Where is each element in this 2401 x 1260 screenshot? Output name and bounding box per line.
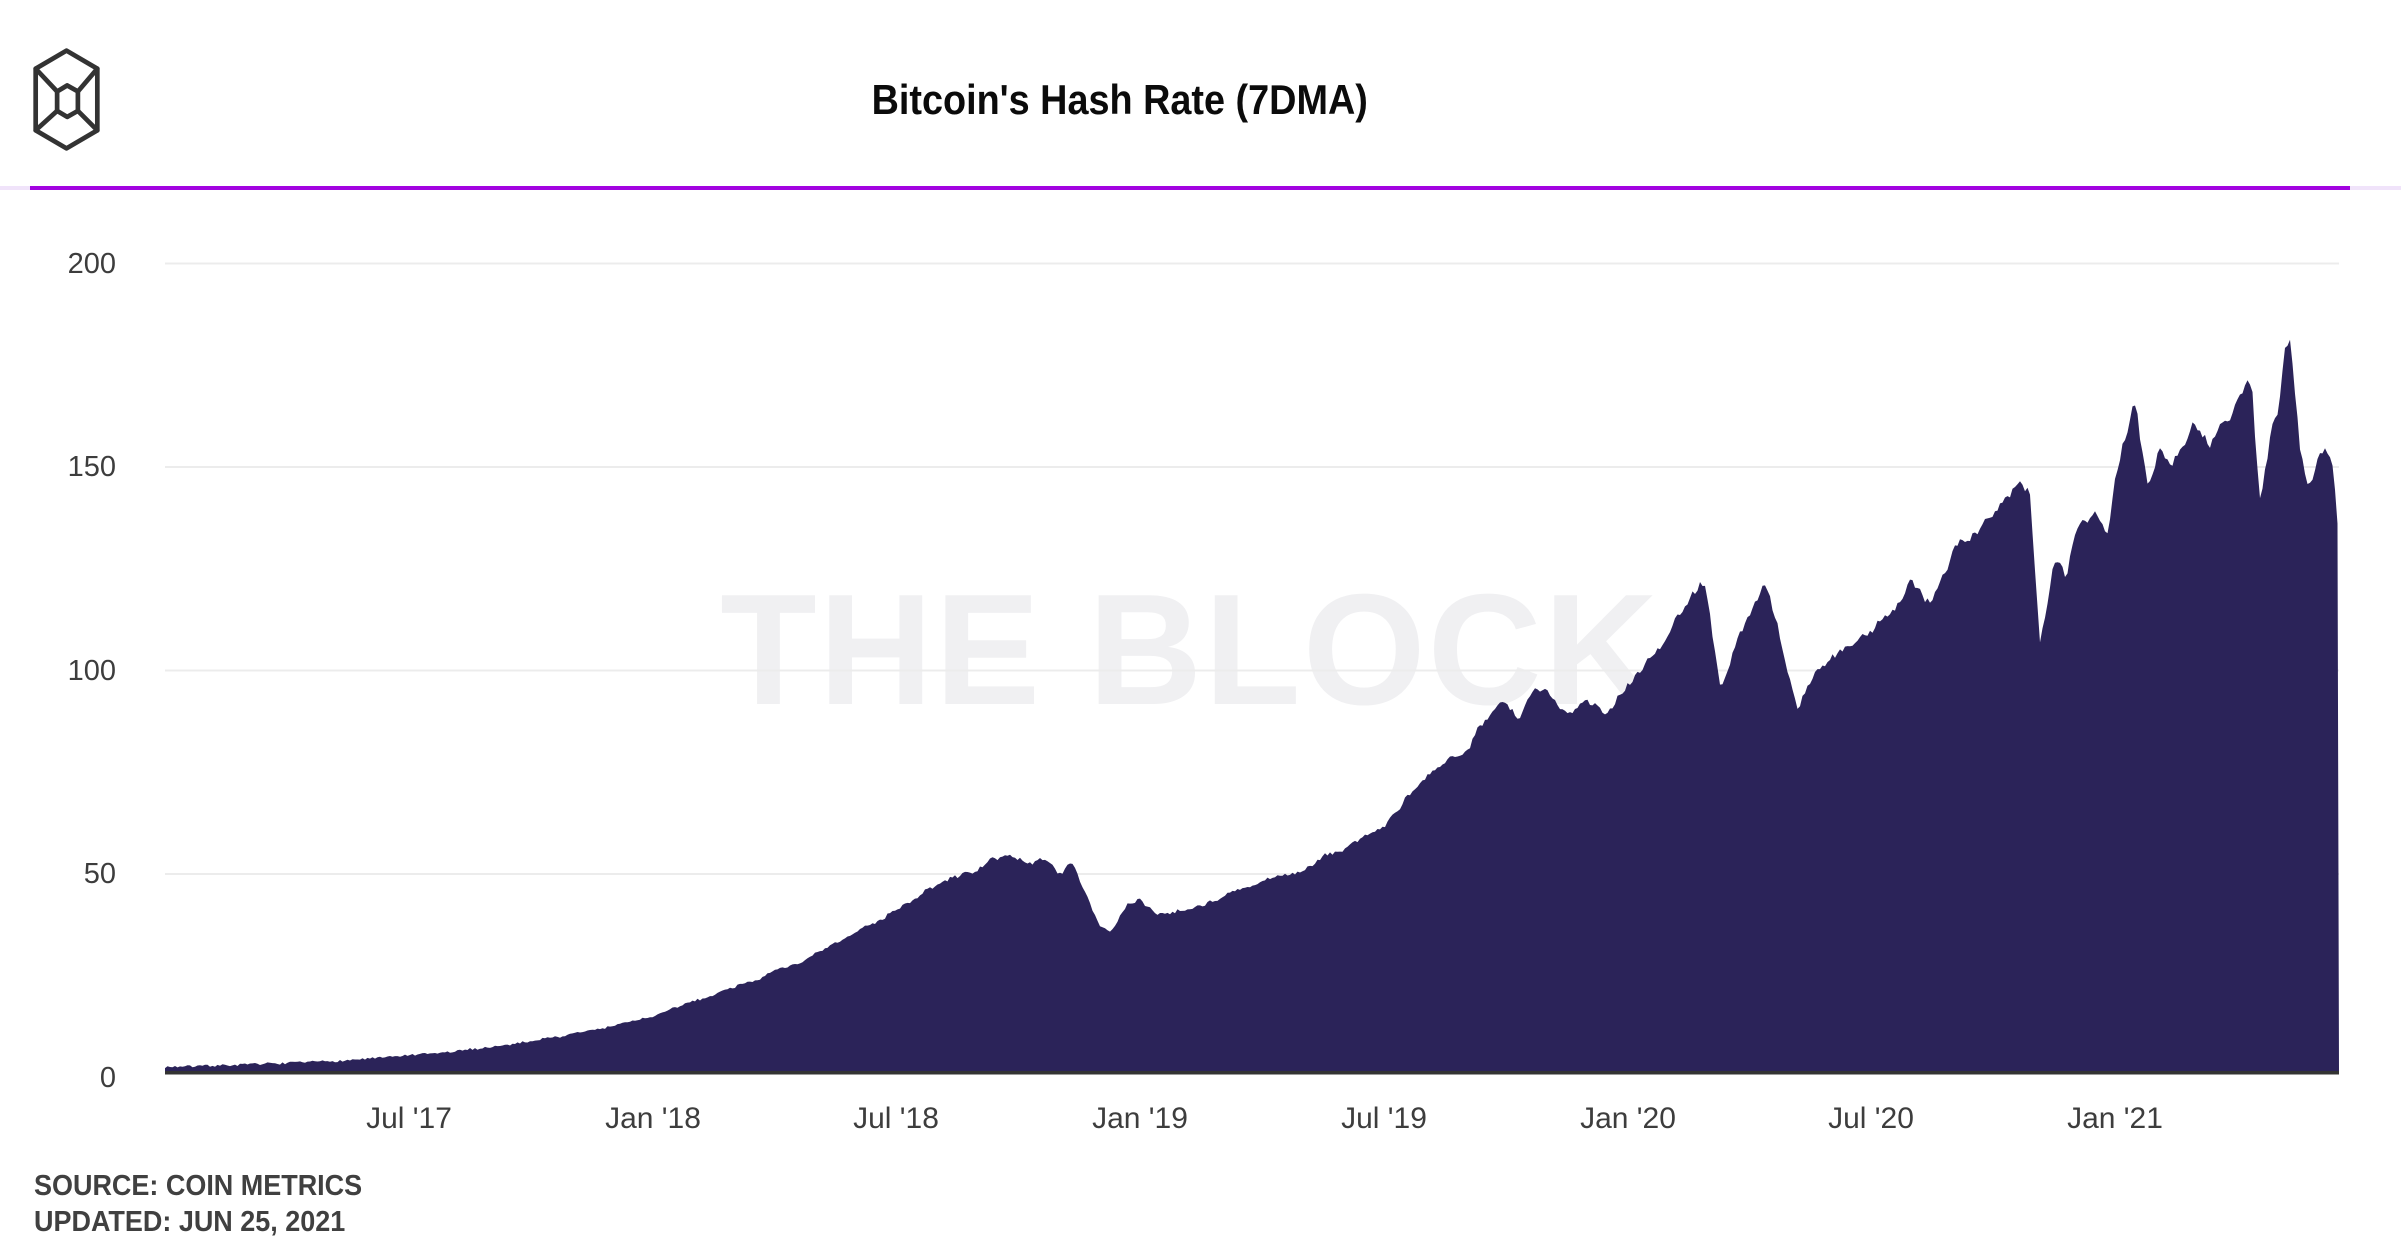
chart-title-text: Bitcoin's Hash Rate (7DMA): [871, 76, 1369, 123]
y-tick-label: 100: [67, 655, 116, 687]
y-tick-label: 200: [67, 248, 116, 280]
updated-label: UPDATED: JUN 25, 2021: [34, 1206, 346, 1238]
x-axis-line: [165, 1071, 2339, 1075]
x-tick-label: Jul '19: [1341, 1102, 1427, 1135]
accent-divider-track: [0, 186, 2401, 190]
y-tick-label: 150: [67, 451, 116, 483]
accent-divider: [30, 186, 2350, 190]
x-tick-label: Jul '20: [1828, 1102, 1914, 1135]
x-tick-label: Jan '18: [605, 1102, 701, 1135]
x-tick-label: Jan '20: [1580, 1102, 1676, 1135]
y-tick-label: 50: [83, 858, 116, 890]
x-tick-label: Jan '19: [1092, 1102, 1188, 1135]
y-tick-label: 0: [99, 1062, 116, 1094]
x-tick-label: Jul '18: [853, 1102, 939, 1135]
source-label: SOURCE: COIN METRICS: [34, 1170, 363, 1202]
chart-title: Bitcoin's Hash Rate (7DMA): [0, 76, 2240, 124]
hash-rate-area-series: [165, 339, 2339, 1072]
x-tick-label: Jul '17: [366, 1102, 452, 1135]
x-tick-label: Jan '21: [2067, 1102, 2163, 1135]
the-block-logo-icon: [33, 48, 100, 151]
